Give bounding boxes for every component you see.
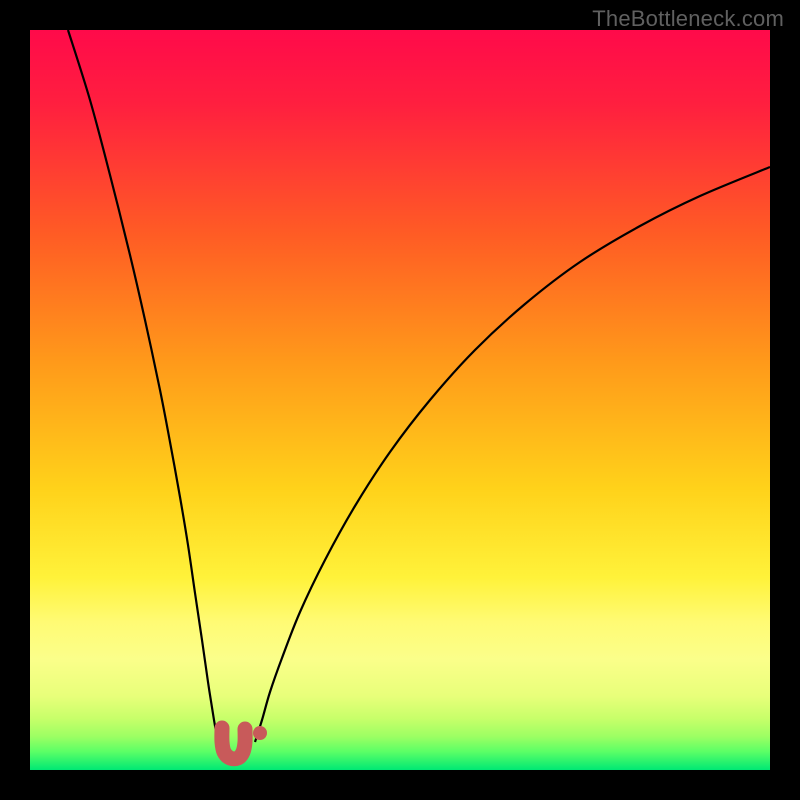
chart-frame: TheBottleneck.com bbox=[0, 0, 800, 800]
dip-u-shape bbox=[222, 728, 245, 759]
left-curve bbox=[68, 30, 222, 758]
dip-dot bbox=[253, 726, 267, 740]
curves-layer bbox=[30, 30, 770, 770]
right-curve bbox=[255, 167, 770, 742]
watermark-text: TheBottleneck.com bbox=[592, 6, 784, 32]
plot-area bbox=[30, 30, 770, 770]
